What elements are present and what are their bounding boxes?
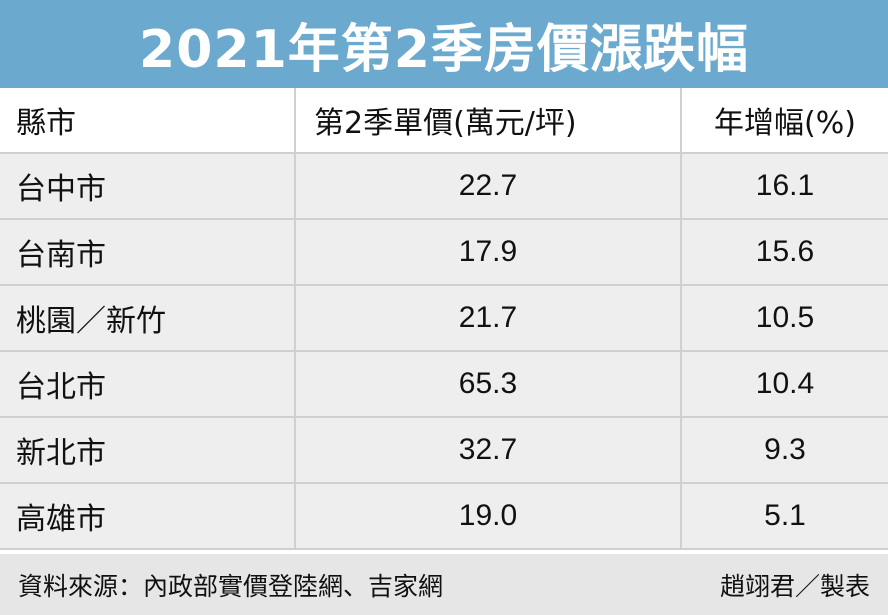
table-row: 高雄市 19.0 5.1 xyxy=(0,484,888,550)
growth-cell: 5.1 xyxy=(764,499,806,532)
city-cell: 台中市 xyxy=(0,154,296,218)
price-cell: 65.3 xyxy=(296,352,682,416)
city-cell: 台北市 xyxy=(0,352,296,416)
city-cell: 桃園／新竹 xyxy=(0,286,296,350)
table-row: 新北市 32.7 9.3 xyxy=(0,418,888,484)
price-cell: 17.9 xyxy=(296,220,682,284)
credit-note: 趙翊君／製表 xyxy=(719,571,870,601)
growth-cell: 10.5 xyxy=(755,301,815,334)
price-cell: 19.0 xyxy=(296,484,682,548)
growth-cell: 16.1 xyxy=(755,169,815,202)
growth-cell: 15.6 xyxy=(755,235,815,268)
table-row: 台南市 17.9 15.6 xyxy=(0,220,888,286)
title-bar: 2021年第2季房價漲跌幅 xyxy=(0,0,888,88)
source-note: 資料來源：內政部實價登陸網、吉家網 xyxy=(18,571,444,601)
price-cell: 21.7 xyxy=(296,286,682,350)
data-table: 縣市 第2季單價(萬元/坪) 年增幅(%) 台中市 22.7 16.1 台南市 … xyxy=(0,88,888,550)
table-header-row: 縣市 第2季單價(萬元/坪) 年增幅(%) xyxy=(0,88,888,154)
page-title: 2021年第2季房價漲跌幅 xyxy=(139,19,749,80)
growth-cell: 9.3 xyxy=(764,433,806,466)
header-growth: 年增幅(%) xyxy=(714,106,856,141)
table-row: 台北市 65.3 10.4 xyxy=(0,352,888,418)
growth-cell: 10.4 xyxy=(755,367,815,400)
table-row: 桃園／新竹 21.7 10.5 xyxy=(0,286,888,352)
city-cell: 台南市 xyxy=(0,220,296,284)
table-row: 台中市 22.7 16.1 xyxy=(0,154,888,220)
city-cell: 新北市 xyxy=(0,418,296,482)
city-cell: 高雄市 xyxy=(0,484,296,548)
header-city: 縣市 xyxy=(0,88,296,152)
footer: 資料來源：內政部實價登陸網、吉家網 趙翊君／製表 xyxy=(0,554,888,615)
price-cell: 22.7 xyxy=(296,154,682,218)
header-price: 第2季單價(萬元/坪) xyxy=(296,88,682,152)
price-cell: 32.7 xyxy=(296,418,682,482)
